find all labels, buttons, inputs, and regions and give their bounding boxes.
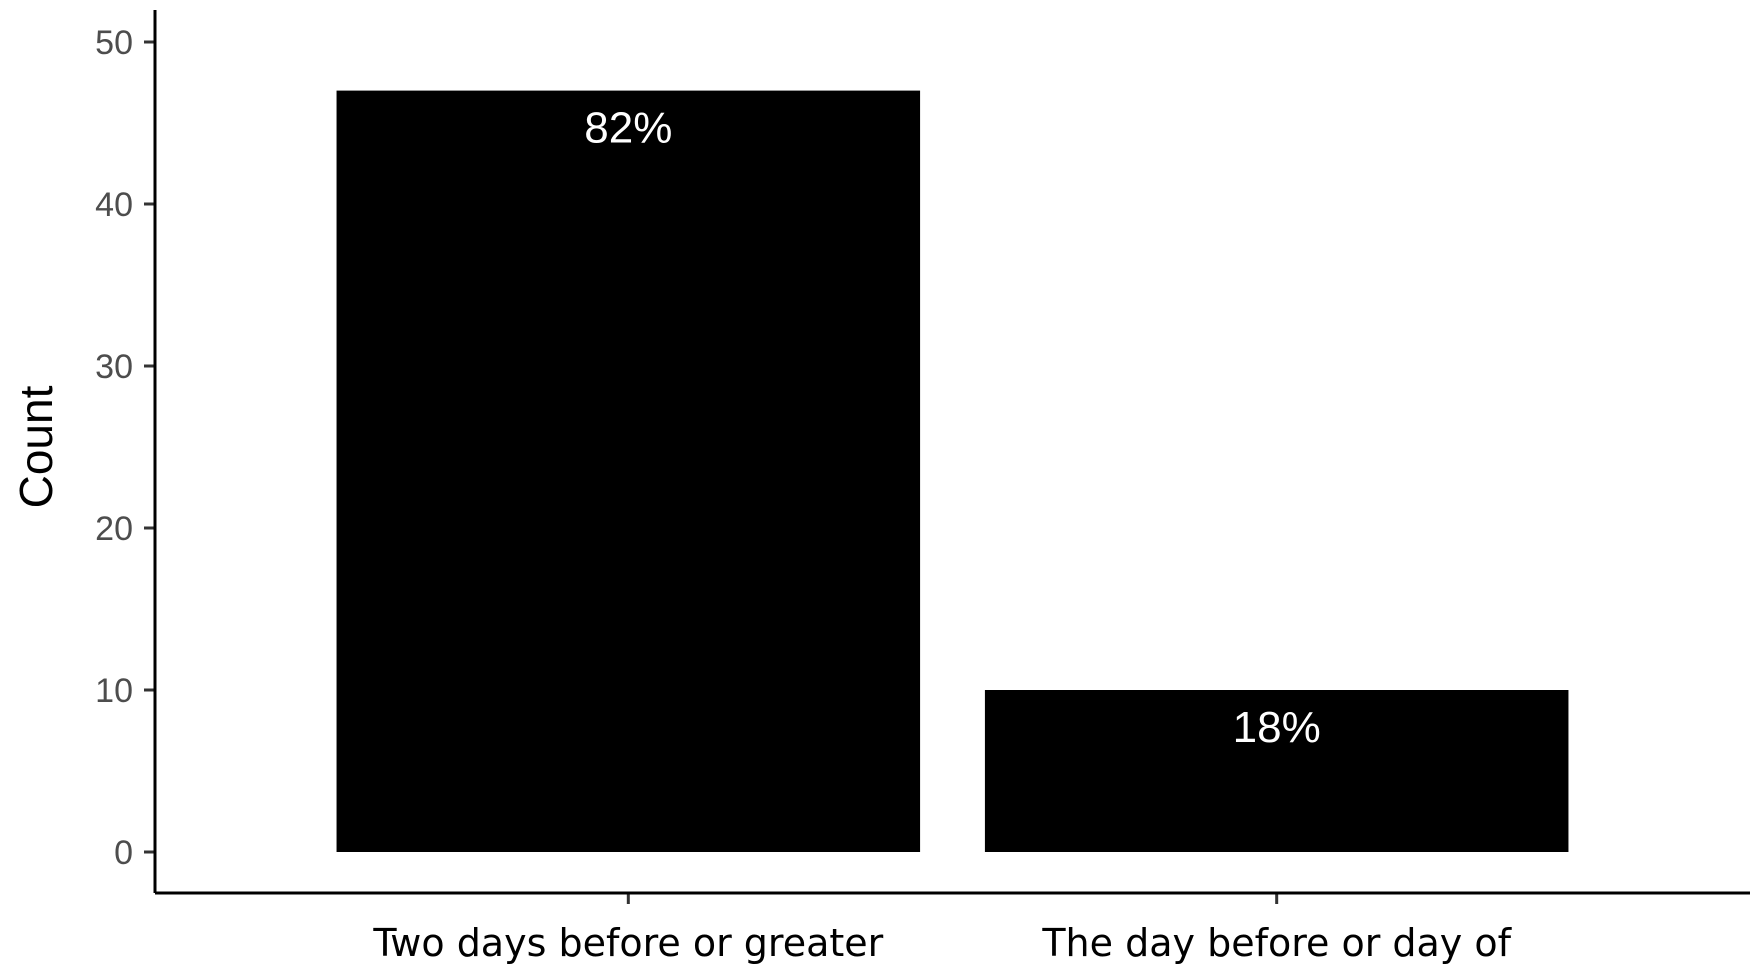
bar-data-label: 18% [1233,703,1321,752]
y-tick-label: 20 [95,510,133,548]
bar-data-label: 82% [584,104,672,153]
x-tick-label: The day before or day of [1041,921,1512,965]
y-tick-label: 0 [114,834,133,872]
x-tick-label: Two days before or greater [372,921,883,965]
y-axis-title: Count [10,385,62,508]
bar [984,690,1569,852]
y-axis-ticks: 0 10 20 30 40 50 [95,24,155,872]
x-axis-ticks: Two days before or greater The day before… [372,893,1513,965]
bar [336,90,921,853]
y-tick-label: 40 [95,186,133,224]
y-tick-label: 10 [95,672,133,710]
bars: 82% 18% [336,90,1569,853]
y-tick-label: 50 [95,24,133,62]
y-tick-label: 30 [95,348,133,386]
